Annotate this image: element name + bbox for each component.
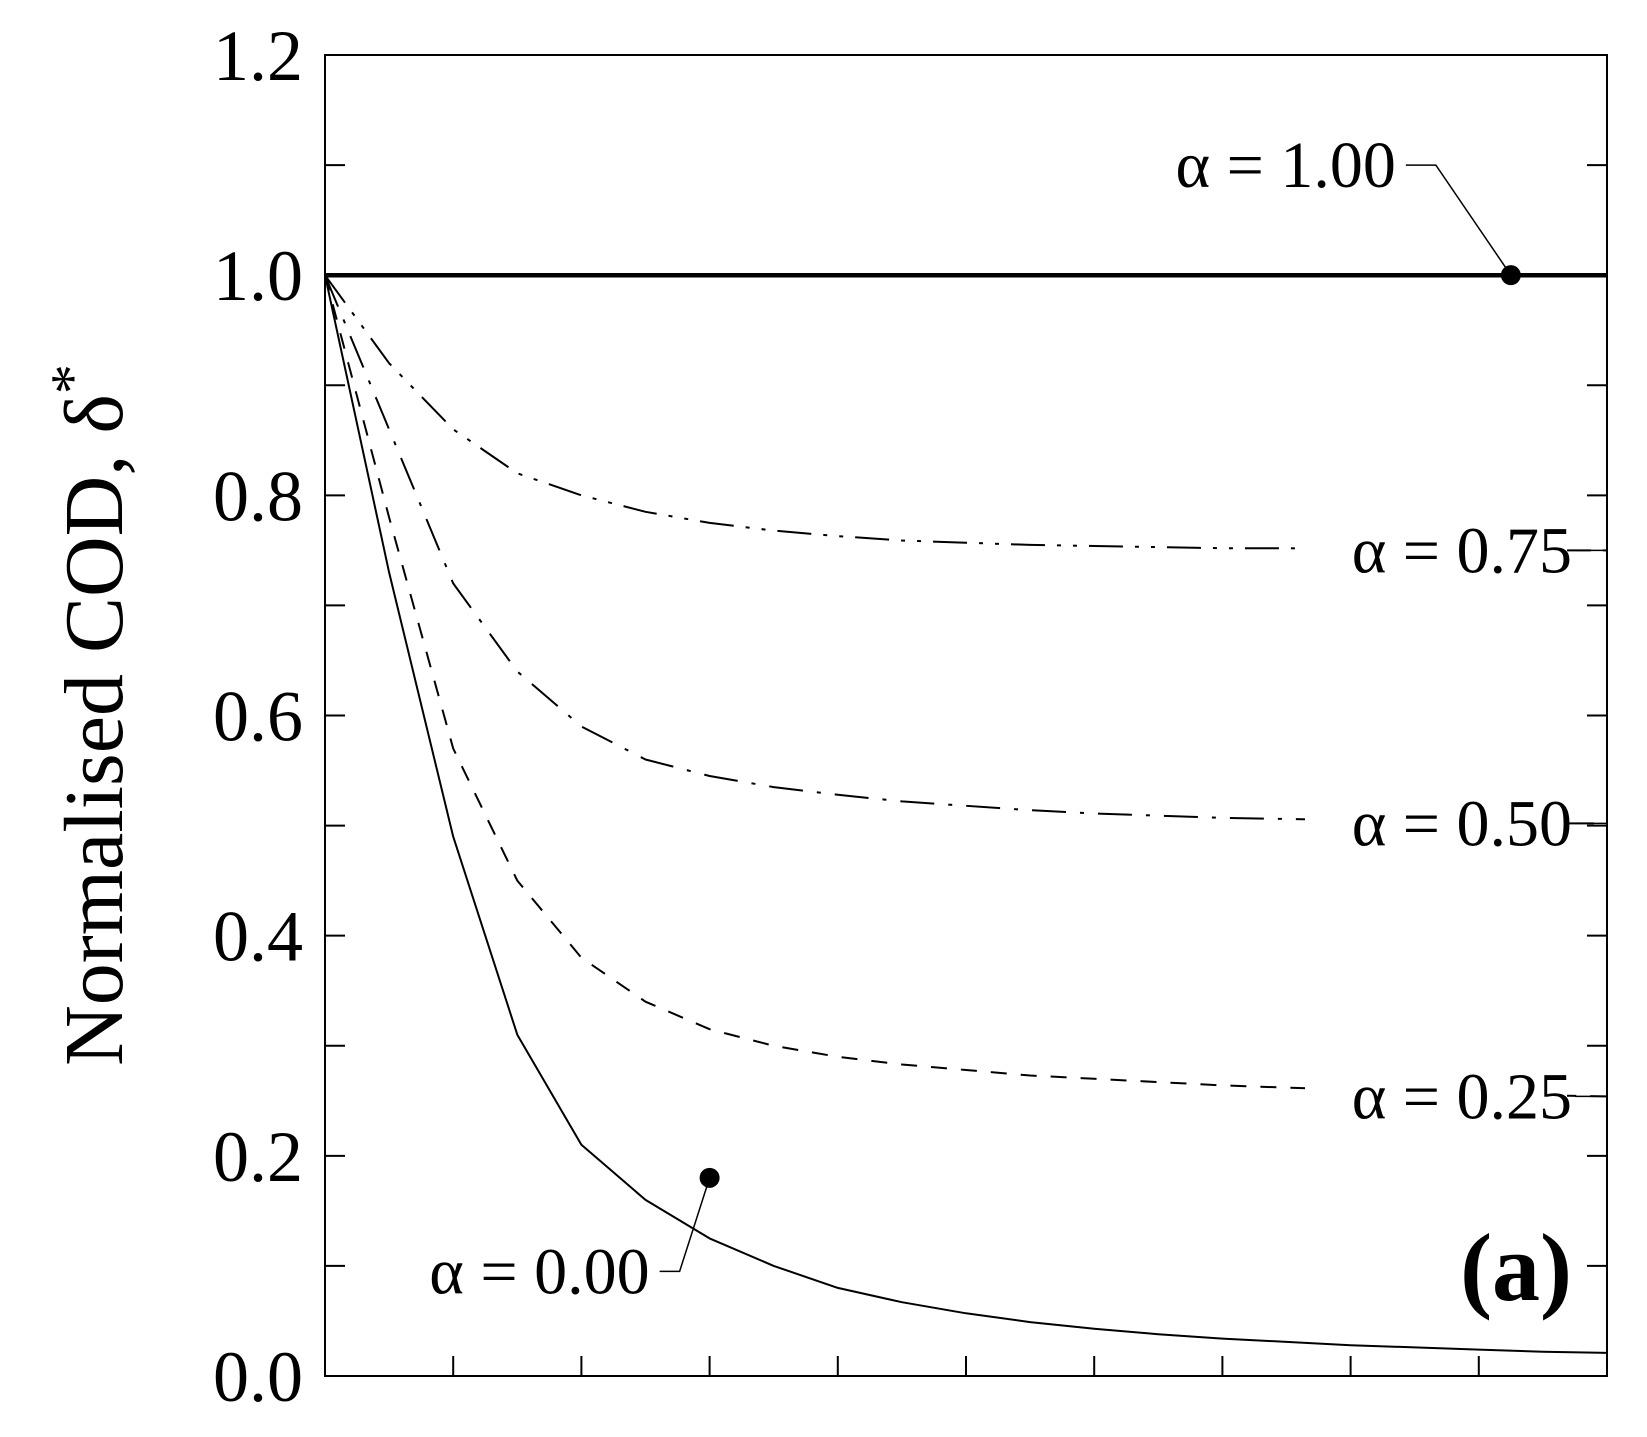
y-axis-label: Normalised COD, δ* [39,364,141,1066]
annotation-background [1305,495,1567,578]
y-tick-label: 0.6 [213,677,303,757]
series-annotation: α = 0.50 [1352,787,1572,860]
y-tick-label: 0.4 [213,897,303,977]
annotation-layer: α = 1.00 α = 0.75 α = 0.50 α = 0.25 α = 0.00 [429,129,1607,1308]
series-line [324,274,1607,552]
y-tick-label: 0.0 [213,1337,303,1417]
y-tick-label: 0.2 [213,1117,303,1197]
series-annotation: α = 0.25 [1352,1060,1572,1133]
annotation-background [1305,1041,1567,1124]
y-tick-label: 0.8 [213,456,303,536]
plot-frame [324,54,1608,1377]
y-axis-label-group: Normalised COD, δ* [39,364,141,1066]
y-tick-label: 1.0 [213,236,303,316]
panel-label: (a) [1460,1214,1572,1321]
ticks-layer: 0.0 0.2 0.4 0.6 0.8 1.0 1.2 [213,16,1607,1417]
annotation-leader [1405,164,1512,276]
series-line [324,274,1608,1354]
series-annotation: α = 0.75 [1352,514,1572,587]
y-axis-label-superscript: * [39,364,105,394]
annotation-leader [659,1177,711,1273]
y-tick-label: 1.2 [213,16,303,96]
series-line [324,274,1608,1098]
series-annotation: α = 1.00 [1176,129,1396,202]
series-annotation: α = 0.00 [429,1235,649,1308]
y-axis-label-main: Normalised COD, δ [48,394,141,1066]
annotation-background [1305,768,1567,851]
